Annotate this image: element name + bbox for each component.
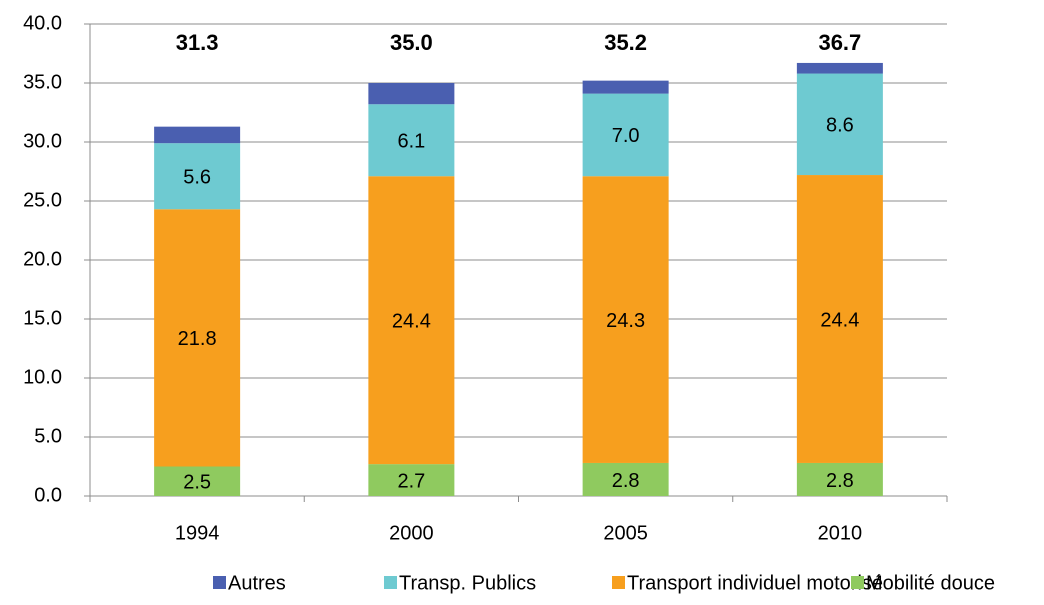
y-tick-label: 30.0: [23, 130, 62, 152]
data-label: 24.4: [820, 309, 859, 331]
bar-segment: [796, 175, 883, 463]
y-tick-label: 20.0: [23, 248, 62, 270]
total-label: 35.2: [604, 30, 647, 55]
data-label: 7.0: [612, 125, 640, 147]
data-label: 5.6: [183, 167, 211, 189]
total-label: 31.3: [176, 30, 219, 55]
legend-swatch: [213, 576, 226, 589]
legend-swatch: [612, 576, 625, 589]
y-tick-label: 10.0: [23, 366, 62, 388]
bar-segment: [154, 466, 241, 496]
bar-segment: [582, 462, 669, 496]
bar-segment: [582, 93, 669, 177]
bar-segment: [154, 209, 241, 467]
legend-label: Mobilité douce: [866, 572, 995, 594]
bar-segment: [582, 176, 669, 463]
legend-swatch: [851, 576, 864, 589]
total-label: 36.7: [818, 30, 861, 55]
data-label: 24.3: [606, 310, 645, 332]
bar-segment: [368, 83, 455, 105]
bar-segment: [582, 80, 669, 94]
y-tick-label: 15.0: [23, 307, 62, 329]
data-label: 24.4: [392, 310, 431, 332]
data-label: 8.6: [826, 115, 854, 137]
bar-segment: [796, 73, 883, 176]
y-tick-label: 0.0: [34, 484, 62, 506]
bar-segment: [154, 143, 241, 210]
y-tick-label: 5.0: [34, 425, 62, 447]
data-label: 21.8: [178, 328, 217, 350]
data-label: 2.8: [826, 470, 854, 492]
data-label: 2.5: [183, 472, 211, 494]
legend-label: Autres: [228, 572, 286, 594]
bar-segment: [368, 464, 455, 496]
data-label: 6.1: [397, 131, 425, 153]
data-label: 2.8: [612, 470, 640, 492]
legend-swatch: [384, 576, 397, 589]
legend-label: Transp. Publics: [399, 572, 536, 594]
legend-label: Transport individuel motorisé: [627, 572, 883, 594]
bar-segment: [368, 104, 455, 177]
x-tick-label: 2010: [818, 522, 863, 544]
data-label: 2.7: [397, 470, 425, 492]
y-tick-label: 25.0: [23, 189, 62, 211]
x-tick-label: 2000: [389, 522, 434, 544]
bar-segment: [154, 126, 241, 144]
y-tick-label: 40.0: [23, 12, 62, 34]
x-tick-label: 2005: [603, 522, 648, 544]
bar-segment: [368, 176, 455, 465]
total-label: 35.0: [390, 30, 433, 55]
y-tick-label: 35.0: [23, 71, 62, 93]
bar-segment: [796, 462, 883, 496]
x-tick-label: 1994: [175, 522, 220, 544]
bar-segment: [796, 62, 883, 74]
